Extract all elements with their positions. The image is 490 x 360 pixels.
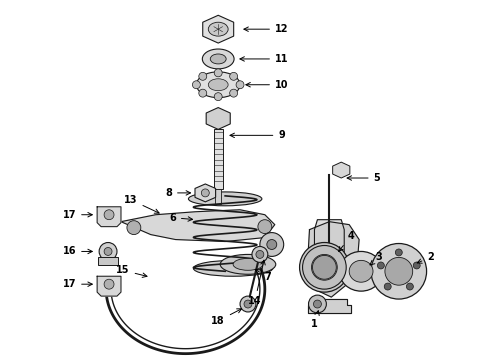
Circle shape bbox=[313, 255, 336, 279]
Circle shape bbox=[384, 283, 391, 290]
Text: 5: 5 bbox=[347, 173, 380, 183]
Text: 11: 11 bbox=[240, 54, 289, 64]
Ellipse shape bbox=[208, 79, 228, 91]
Ellipse shape bbox=[349, 260, 373, 282]
Polygon shape bbox=[206, 108, 230, 129]
Circle shape bbox=[395, 249, 402, 256]
Circle shape bbox=[258, 220, 272, 234]
Circle shape bbox=[240, 296, 256, 312]
Polygon shape bbox=[203, 15, 234, 43]
Circle shape bbox=[309, 295, 326, 313]
Ellipse shape bbox=[202, 49, 234, 69]
Circle shape bbox=[214, 69, 222, 77]
Text: 15: 15 bbox=[116, 265, 147, 278]
Polygon shape bbox=[308, 222, 359, 297]
Polygon shape bbox=[308, 299, 351, 313]
Text: 18: 18 bbox=[211, 309, 242, 326]
Circle shape bbox=[267, 239, 277, 249]
Text: 3: 3 bbox=[370, 252, 382, 265]
Text: 10: 10 bbox=[246, 80, 289, 90]
Text: 7: 7 bbox=[255, 269, 271, 282]
Polygon shape bbox=[121, 210, 275, 242]
Polygon shape bbox=[315, 220, 344, 279]
Circle shape bbox=[230, 72, 238, 80]
Circle shape bbox=[236, 81, 244, 89]
Text: 6: 6 bbox=[169, 213, 193, 223]
Text: 13: 13 bbox=[124, 195, 159, 213]
Circle shape bbox=[312, 255, 337, 280]
Circle shape bbox=[99, 243, 117, 260]
Ellipse shape bbox=[208, 22, 228, 36]
Circle shape bbox=[314, 300, 321, 308]
Polygon shape bbox=[97, 207, 121, 227]
Bar bbox=[98, 257, 118, 265]
Circle shape bbox=[413, 262, 420, 269]
Text: 1: 1 bbox=[311, 311, 319, 329]
Text: 8: 8 bbox=[165, 188, 191, 198]
Bar bbox=[214, 129, 222, 189]
Ellipse shape bbox=[210, 54, 226, 64]
Text: 9: 9 bbox=[230, 130, 285, 140]
Text: 14: 14 bbox=[248, 260, 265, 306]
Circle shape bbox=[104, 279, 114, 289]
Text: 17: 17 bbox=[63, 210, 92, 220]
Bar bbox=[215, 189, 221, 204]
Polygon shape bbox=[195, 184, 216, 202]
Text: 12: 12 bbox=[244, 24, 289, 34]
Circle shape bbox=[299, 243, 349, 292]
Circle shape bbox=[371, 243, 427, 299]
Ellipse shape bbox=[339, 251, 383, 291]
Text: 4: 4 bbox=[339, 230, 355, 251]
Circle shape bbox=[377, 262, 384, 269]
Ellipse shape bbox=[189, 192, 262, 206]
Circle shape bbox=[385, 257, 413, 285]
Text: 17: 17 bbox=[63, 279, 92, 289]
Polygon shape bbox=[97, 276, 121, 296]
Circle shape bbox=[199, 89, 207, 97]
Circle shape bbox=[302, 246, 346, 289]
Circle shape bbox=[104, 247, 112, 255]
Circle shape bbox=[214, 93, 222, 100]
Ellipse shape bbox=[194, 260, 273, 276]
Circle shape bbox=[104, 210, 114, 220]
Circle shape bbox=[252, 247, 268, 262]
Ellipse shape bbox=[220, 255, 276, 274]
Polygon shape bbox=[333, 162, 350, 178]
Circle shape bbox=[406, 283, 414, 290]
Circle shape bbox=[256, 251, 264, 258]
Circle shape bbox=[199, 72, 207, 80]
Circle shape bbox=[193, 81, 200, 89]
Circle shape bbox=[127, 221, 141, 235]
Circle shape bbox=[201, 189, 209, 197]
Text: 2: 2 bbox=[417, 252, 434, 263]
Circle shape bbox=[260, 233, 284, 256]
Circle shape bbox=[244, 300, 252, 308]
Circle shape bbox=[230, 89, 238, 97]
Ellipse shape bbox=[233, 258, 263, 270]
Ellipse shape bbox=[196, 72, 240, 98]
Text: 16: 16 bbox=[63, 247, 92, 256]
